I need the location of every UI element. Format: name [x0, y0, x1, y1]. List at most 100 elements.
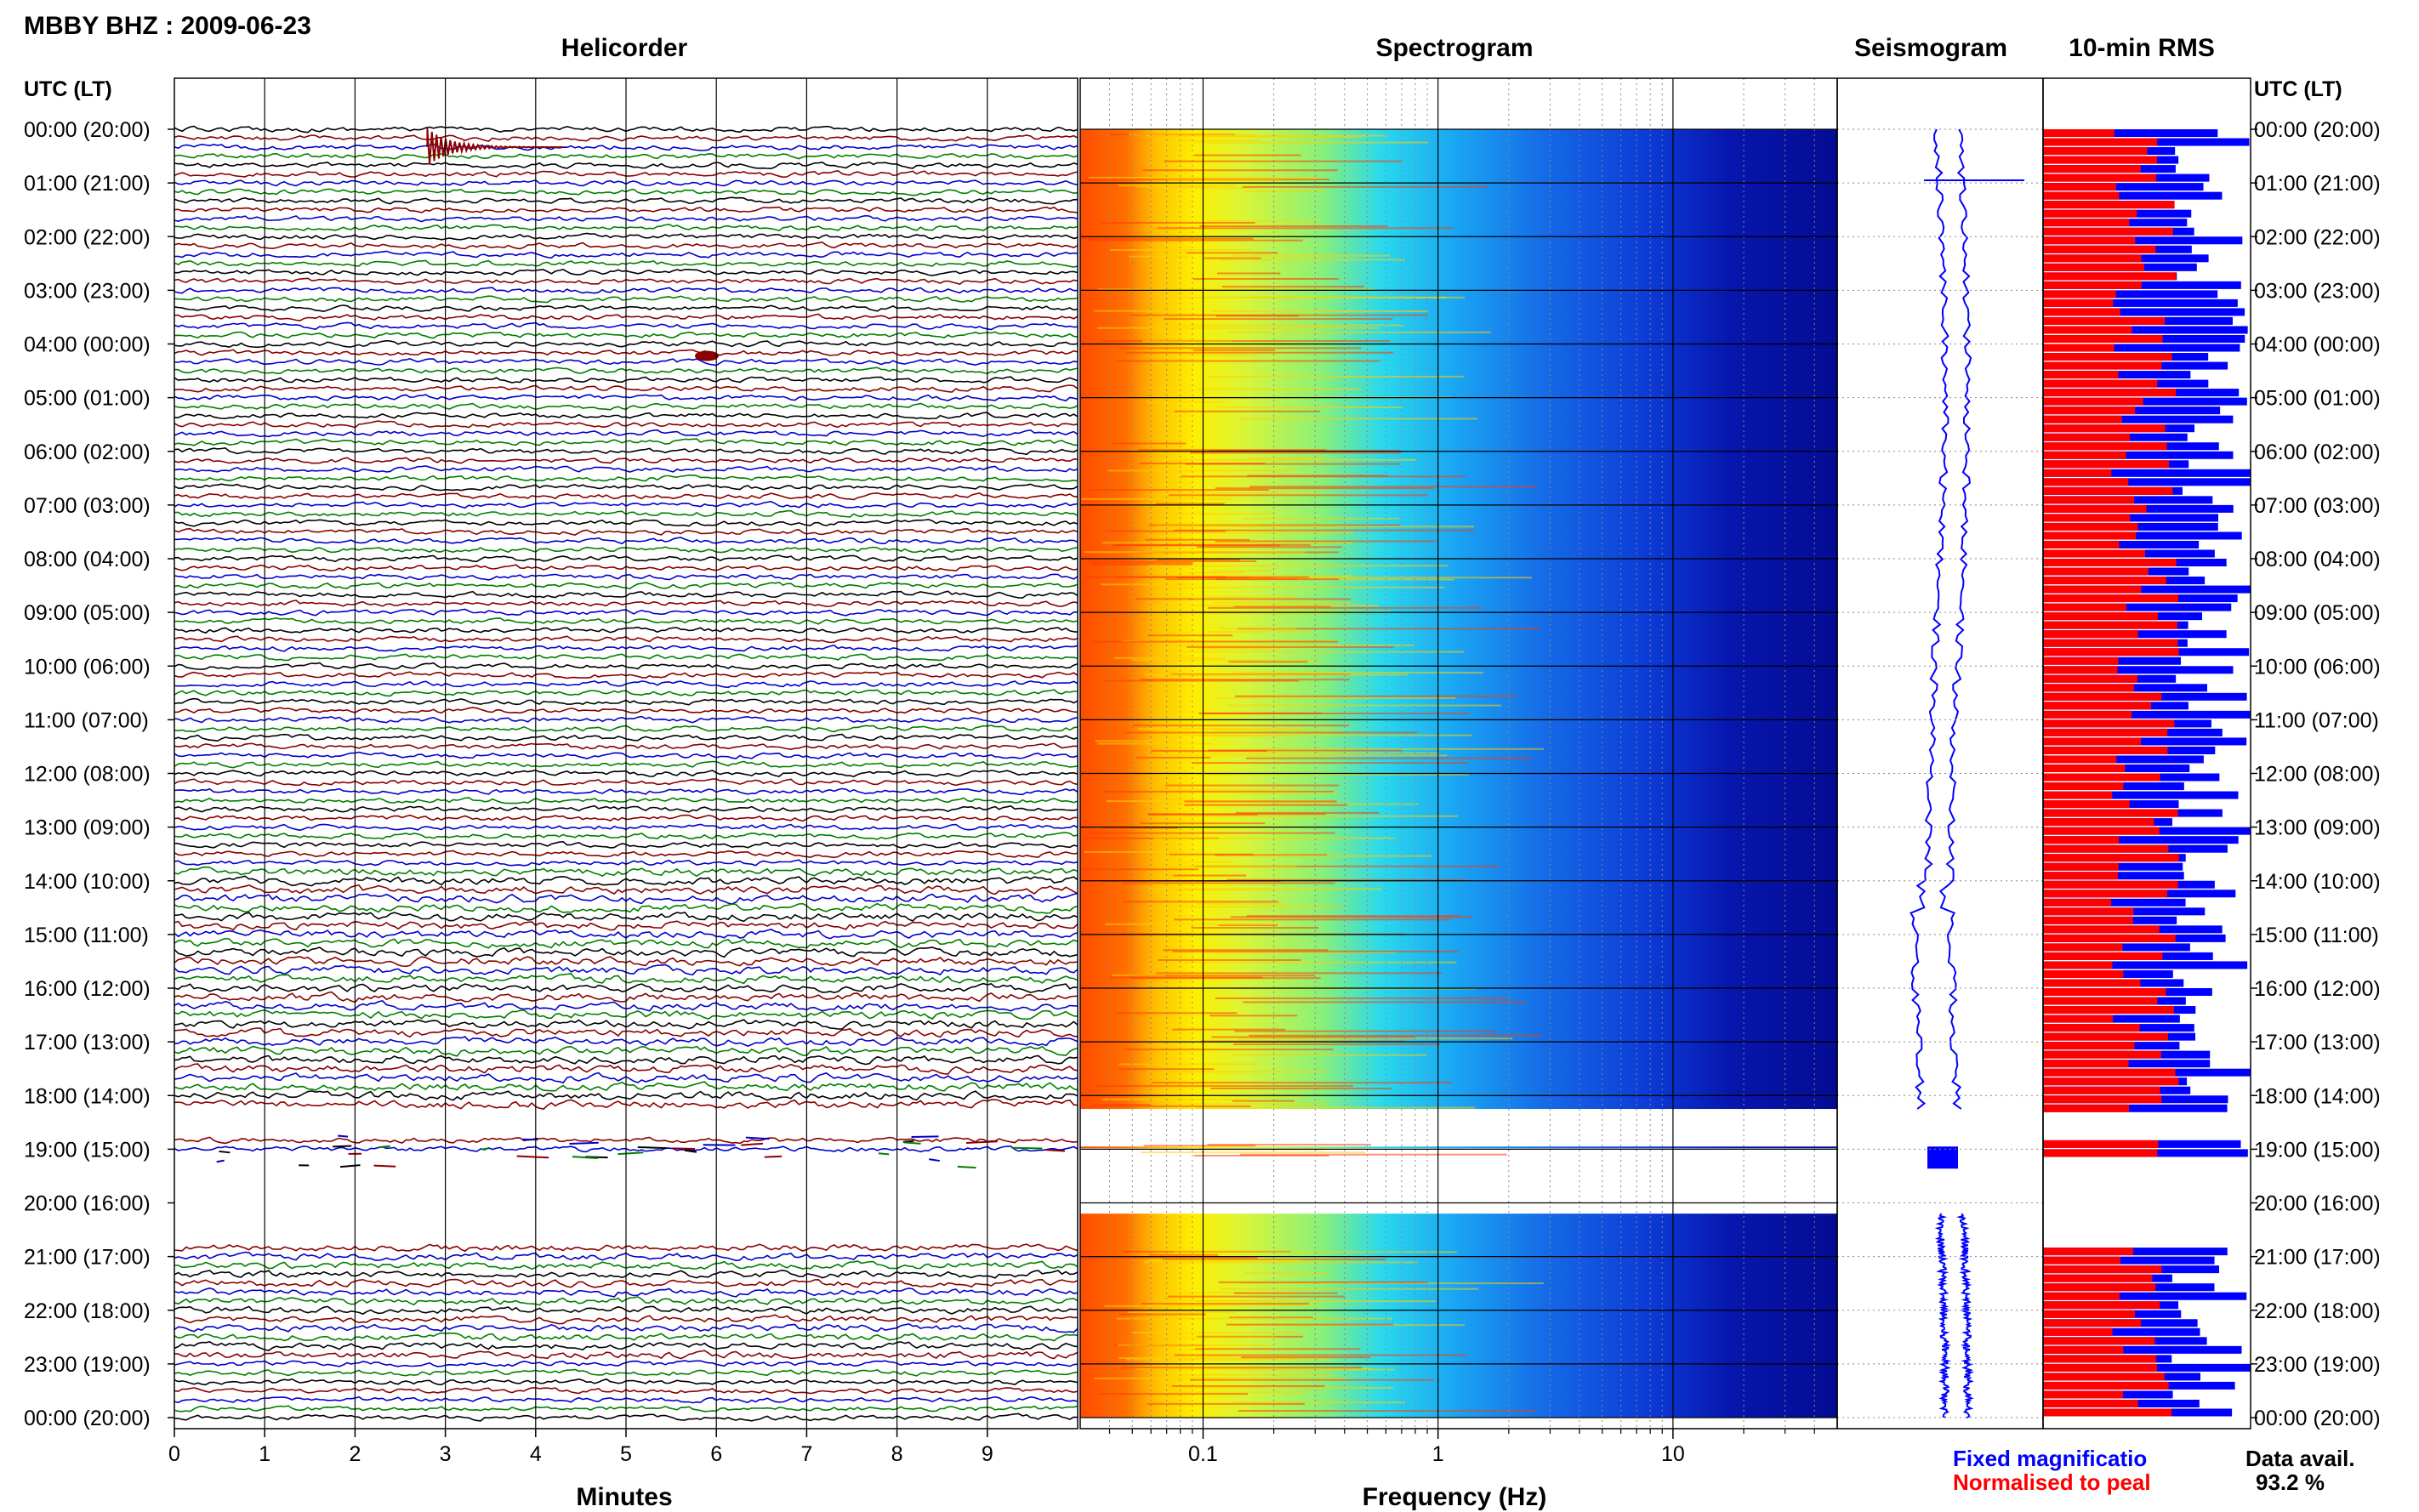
spectrogram-streak — [1204, 712, 1470, 714]
spectrogram-title: Spectrogram — [1375, 34, 1533, 62]
spectrogram-streak — [1105, 923, 1278, 925]
spectrogram-gap-line — [1080, 1146, 1837, 1149]
spectrogram-streak — [1148, 611, 1391, 613]
spectrogram-streak — [1233, 605, 1331, 608]
rms-bar-normalised — [2043, 791, 2113, 799]
rms-bar-normalised — [2043, 692, 2162, 701]
spectrogram-streak — [1172, 1028, 1285, 1031]
time-label-right: 00:00 (20:00) — [2254, 118, 2381, 142]
rms-plot — [2043, 128, 2257, 1418]
spectrogram-streak — [1105, 530, 1226, 532]
spectrogram-streak — [1188, 1103, 1326, 1106]
rms-bar-normalised — [2043, 1015, 2114, 1023]
rms-bar-normalised — [2043, 227, 2173, 236]
helicorder-fragment — [569, 1141, 599, 1145]
spectrogram-streak — [1147, 634, 1233, 637]
rms-bar-normalised — [2043, 316, 2166, 325]
spectrogram-streak — [1195, 531, 1354, 534]
rms-bar-normalised — [2043, 1337, 2155, 1345]
rms-bar-normalised — [2043, 1006, 2174, 1015]
time-label-left: 21:00 (17:00) — [24, 1246, 151, 1270]
helicorder-fragment — [957, 1165, 976, 1169]
spectrogram-streak — [1080, 237, 1254, 240]
spectrogram-streak — [1118, 185, 1237, 187]
rms-bar-normalised — [2043, 1265, 2162, 1274]
time-label-left: 14:00 (10:00) — [24, 870, 151, 894]
rms-bar-normalised — [2043, 522, 2138, 531]
spectrogram-streak — [1184, 800, 1337, 803]
rms-bar-normalised — [2043, 907, 2134, 916]
spectrogram-streak — [1196, 902, 1284, 905]
rms-bar-normalised — [2043, 854, 2179, 862]
spectrogram-streak — [1233, 1043, 1440, 1046]
rms-bar-normalised — [2043, 353, 2172, 361]
spectrogram-streak — [1097, 288, 1374, 291]
rms-bar-normalised — [2043, 1032, 2168, 1041]
spectrogram-streak — [1097, 742, 1213, 745]
rms-bar-normalised — [2043, 567, 2149, 576]
rms-bar-normalised — [2043, 621, 2177, 629]
time-label-right: 17:00 (13:00) — [2254, 1031, 2381, 1054]
helicorder-x-label: Minutes — [576, 1483, 672, 1511]
rms-bar-normalised — [2043, 800, 2130, 809]
spectrogram-streak — [1221, 855, 1432, 857]
spectrogram-streak — [1148, 889, 1275, 891]
time-label-right: 21:00 (17:00) — [2254, 1246, 2381, 1270]
helicorder-fragment — [965, 1140, 998, 1144]
spectrogram-streak — [1217, 272, 1281, 275]
spectrogram-streak — [1148, 524, 1401, 526]
spectrogram-streak — [1155, 503, 1225, 505]
rms-bar-normalised — [2043, 612, 2158, 621]
spectrogram-streak — [1194, 1154, 1329, 1157]
rms-bar-normalised — [2043, 719, 2175, 728]
spectrogram-streak — [1196, 546, 1343, 549]
time-label-left: 02:00 (22:00) — [24, 225, 151, 249]
helicorder-fragment — [929, 1158, 940, 1162]
spectrogram-streak — [1101, 583, 1190, 586]
spectrogram-streak — [1090, 640, 1339, 643]
spectrogram-streak — [1219, 1287, 1478, 1290]
rms-bar-normalised — [2043, 1256, 2120, 1265]
rms-bar-fixed — [2043, 1345, 2242, 1354]
spectrogram-streak — [1094, 310, 1164, 312]
spectrogram-streak — [1157, 525, 1258, 527]
rms-bar-normalised — [2043, 577, 2166, 585]
spectrogram-streak — [1142, 169, 1338, 172]
rms-bar-normalised — [2043, 1086, 2160, 1094]
spectrogram-streak — [1129, 314, 1429, 316]
helicorder-fragment — [618, 1151, 644, 1156]
data-availability-label: Data avail. — [2245, 1446, 2355, 1471]
rms-bar-normalised — [2043, 486, 2173, 495]
x-axis-ticks: 0 1 2 3 4 5 6 7 8 9 0.1 1 10 — [168, 1429, 1815, 1466]
spectrogram-streak — [1096, 1085, 1353, 1088]
rms-frame — [2042, 77, 2251, 1430]
spectrogram-streak — [1101, 542, 1353, 544]
spectrogram-streak — [1167, 179, 1281, 182]
time-label-right: 09:00 (05:00) — [2254, 601, 2381, 625]
rms-bar-normalised — [2043, 406, 2136, 415]
time-label-right: 15:00 (11:00) — [2254, 924, 2379, 947]
rms-bar-normalised — [2043, 1292, 2120, 1300]
rms-bar-normalised — [2043, 219, 2130, 227]
rms-bar-normalised — [2043, 371, 2119, 379]
time-label-left: 06:00 (02:00) — [24, 441, 151, 464]
spectrogram-streak — [1164, 803, 1419, 805]
spectrogram-streak — [1210, 570, 1273, 572]
rms-bar-fixed — [2043, 129, 2218, 138]
spectrogram-streak — [1084, 837, 1219, 839]
spectrogram-streak — [1091, 563, 1192, 566]
time-label-right: 04:00 (00:00) — [2254, 333, 2381, 357]
rms-bar-normalised — [2043, 952, 2163, 960]
spectrogram-streak — [1118, 347, 1362, 350]
rms-bar-fixed — [2043, 191, 2223, 200]
spectrogram-streak — [1213, 601, 1351, 604]
spectrogram-streak — [1116, 1317, 1393, 1320]
spectrogram-streak — [1219, 259, 1405, 261]
spectrogram-streak — [1211, 1036, 1415, 1038]
spectrogram-streak — [1193, 865, 1500, 867]
rms-bar-normalised — [2043, 549, 2145, 558]
spectrogram-streak — [1241, 1356, 1371, 1359]
spectrogram-streak — [1118, 1068, 1215, 1071]
rms-bar-normalised — [2043, 818, 2154, 827]
minute-tick-label: 6 — [710, 1442, 722, 1466]
